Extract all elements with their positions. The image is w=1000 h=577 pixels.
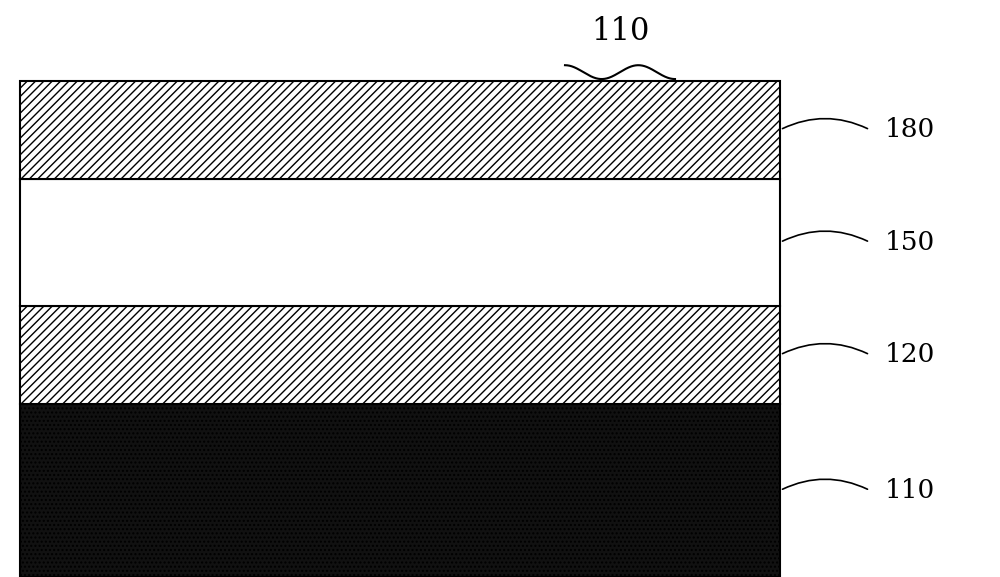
Text: 110: 110 [591,16,649,47]
Text: 180: 180 [885,117,935,143]
Text: 110: 110 [885,478,935,503]
Text: 120: 120 [885,342,935,368]
Bar [20,179,780,306]
Bar [20,306,780,404]
Bar [20,81,780,179]
Bar [20,404,780,577]
Text: 150: 150 [885,230,935,255]
